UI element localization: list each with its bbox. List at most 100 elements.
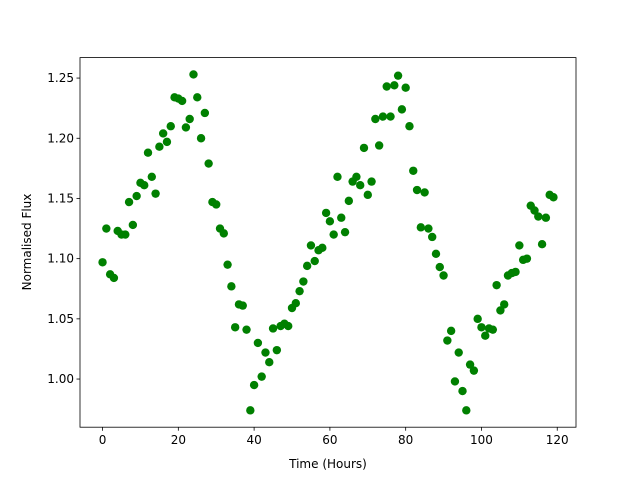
point — [439, 271, 448, 280]
point — [405, 122, 414, 131]
point — [306, 241, 316, 250]
y-tick-label: 1.05 — [47, 312, 74, 326]
point — [98, 258, 107, 267]
point — [291, 298, 300, 308]
x-tick-label: 120 — [546, 433, 569, 447]
point — [352, 172, 361, 181]
point — [151, 189, 160, 198]
point — [249, 380, 259, 390]
point — [265, 357, 274, 367]
point — [181, 123, 191, 132]
point — [189, 70, 198, 79]
point — [272, 345, 282, 355]
point — [390, 81, 399, 90]
point — [435, 262, 444, 272]
y-tick-label: 1.00 — [47, 372, 74, 386]
point — [143, 148, 153, 157]
point — [196, 134, 206, 143]
x-axis-label: Time (Hours) — [288, 457, 367, 471]
point — [359, 143, 369, 153]
point — [363, 190, 372, 200]
point — [204, 159, 213, 168]
point — [329, 230, 338, 239]
point — [318, 243, 327, 253]
point — [424, 224, 433, 233]
point — [162, 137, 172, 147]
point — [496, 306, 505, 315]
point — [469, 366, 479, 375]
point — [155, 142, 164, 151]
point — [549, 193, 558, 202]
point — [393, 71, 403, 80]
point — [416, 223, 426, 232]
point — [253, 338, 263, 348]
point — [537, 240, 547, 249]
point — [473, 314, 482, 324]
x-tick-label: 40 — [246, 433, 261, 447]
point — [477, 323, 486, 332]
point — [227, 282, 236, 291]
point — [109, 273, 119, 283]
point — [302, 261, 312, 271]
point — [102, 224, 111, 233]
point — [295, 286, 304, 296]
point — [185, 114, 194, 124]
y-tick-label: 1.15 — [47, 191, 74, 205]
point — [284, 321, 293, 331]
point — [246, 406, 255, 415]
point — [371, 114, 380, 124]
point — [356, 181, 365, 190]
point — [409, 166, 418, 175]
point — [124, 197, 134, 207]
point — [378, 112, 388, 121]
point — [230, 323, 240, 332]
point — [200, 108, 210, 118]
point — [458, 386, 467, 396]
point — [450, 377, 460, 386]
point — [219, 229, 228, 238]
point — [374, 141, 384, 150]
point — [128, 220, 138, 230]
point — [238, 301, 247, 310]
point — [488, 325, 498, 334]
point — [132, 191, 141, 201]
point — [177, 96, 187, 106]
point — [465, 360, 475, 369]
point — [481, 331, 490, 340]
y-axis-label: Normalised Flux — [20, 194, 34, 291]
y-tick-label: 1.20 — [47, 131, 74, 145]
point — [299, 277, 308, 286]
point — [367, 177, 376, 186]
point — [446, 326, 456, 336]
point — [340, 227, 350, 237]
x-tick-label: 80 — [398, 433, 413, 447]
point — [454, 348, 463, 357]
point — [386, 112, 395, 121]
point — [147, 172, 157, 181]
point — [212, 200, 221, 209]
point — [499, 300, 509, 309]
point — [257, 372, 266, 381]
point — [541, 213, 551, 222]
point — [492, 280, 501, 290]
point — [333, 172, 342, 181]
point — [223, 260, 232, 269]
point — [321, 208, 331, 218]
point — [522, 254, 532, 263]
point — [158, 129, 168, 138]
y-tick-label: 1.10 — [47, 252, 74, 266]
point — [412, 185, 422, 195]
point — [268, 324, 278, 333]
point — [193, 93, 202, 102]
point — [397, 105, 407, 114]
point — [261, 348, 270, 357]
x-tick-label: 20 — [171, 433, 186, 447]
point — [121, 230, 130, 239]
point — [534, 212, 543, 221]
x-tick-label: 0 — [99, 433, 107, 447]
point — [344, 196, 354, 206]
axes-frame — [79, 57, 577, 428]
point — [140, 181, 149, 190]
point — [515, 241, 524, 250]
